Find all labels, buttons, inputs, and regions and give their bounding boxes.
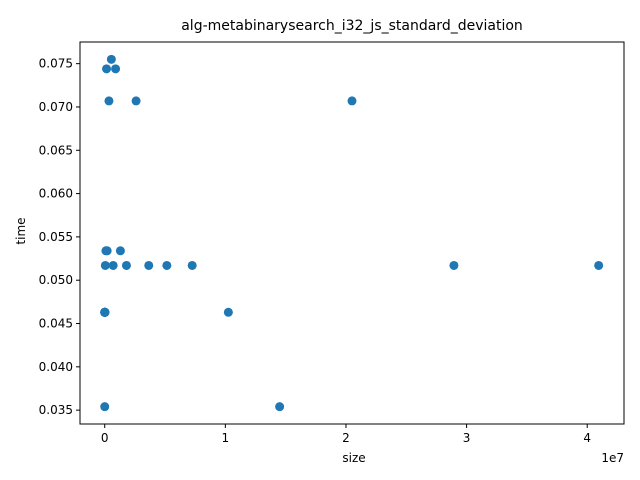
data-point-16: [111, 64, 121, 74]
data-point-23: [223, 307, 233, 317]
data-point-11: [102, 64, 112, 74]
data-point-13: [104, 96, 114, 106]
data-point-25: [347, 96, 357, 106]
x-tick-label: 2: [342, 431, 350, 445]
data-point-14: [106, 54, 116, 64]
data-point-26: [449, 260, 459, 270]
data-point-21: [162, 260, 172, 270]
y-tick-label: 0.045: [39, 317, 73, 331]
y-tick-label: 0.055: [39, 230, 73, 244]
y-tick-label: 0.075: [39, 57, 73, 71]
x-tick-label: 0: [101, 431, 109, 445]
x-axis-offset-label: 1e7: [601, 451, 624, 465]
data-point-22: [187, 260, 197, 270]
data-point-20: [144, 260, 154, 270]
data-point-15: [108, 260, 118, 270]
y-axis-label: time: [14, 217, 28, 244]
points-layer: [100, 54, 604, 412]
y-tick-label: 0.070: [39, 100, 73, 114]
data-point-27: [594, 260, 604, 270]
y-tick-label: 0.050: [39, 273, 73, 287]
x-axis-label: size: [342, 451, 365, 465]
x-axis-ticks: 0 1 2 3 4: [101, 424, 591, 445]
x-tick-label: 1: [222, 431, 230, 445]
y-tick-label: 0.060: [39, 187, 73, 201]
x-tick-label: 3: [463, 431, 471, 445]
y-tick-label: 0.035: [39, 403, 73, 417]
data-point-19: [131, 96, 141, 106]
chart-title: alg-metabinarysearch_i32_js_standard_dev…: [181, 18, 523, 34]
data-point-12: [102, 246, 112, 256]
x-tick-label: 4: [583, 431, 591, 445]
y-tick-label: 0.040: [39, 360, 73, 374]
y-axis-ticks: 0.035 0.040 0.045 0.050 0.055 0.060 0.065 0.070…: [39, 57, 80, 417]
plot-frame: [79, 41, 625, 425]
data-point-0: [100, 402, 110, 412]
data-point-18: [121, 260, 131, 270]
y-tick-label: 0.065: [39, 143, 73, 157]
data-point-8: [100, 307, 110, 317]
data-point-24: [275, 402, 285, 412]
data-point-9: [100, 260, 110, 270]
data-point-17: [115, 246, 125, 256]
